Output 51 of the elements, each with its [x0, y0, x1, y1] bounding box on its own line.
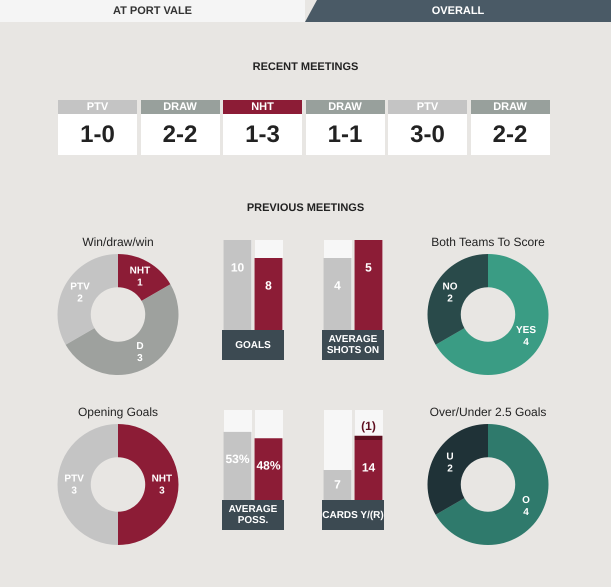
x-axis-title: AVERAGE SHOTS ON [322, 330, 384, 360]
text: 3-0 [410, 121, 445, 148]
data-label: 4 [523, 507, 530, 518]
data-label: 8 [265, 278, 272, 292]
x-axis-title: GOALS [222, 330, 284, 360]
data-label: 3 [159, 485, 166, 496]
text: 1-0 [80, 121, 115, 148]
slice-label: NO [442, 281, 458, 292]
text: 2-2 [162, 121, 198, 148]
slice-label: NHT [130, 265, 150, 276]
x-axis-title: CARDS Y/(R) [322, 500, 384, 530]
data-label: 1 [137, 277, 144, 288]
data-label: 2 [77, 293, 84, 304]
data-label: 2 [447, 463, 454, 474]
text: 1-1 [328, 121, 362, 148]
chart-title: Both Teams To Score [430, 235, 546, 249]
text: 2-2 [492, 121, 528, 148]
data-label: 4 [334, 278, 342, 292]
category-label: DRAW [470, 100, 550, 114]
slice-label: O [522, 495, 530, 506]
chart-title: Over/Under 2.5 Goals [428, 405, 548, 419]
text: OVERALL [305, 0, 611, 22]
data-label: 53% [225, 452, 250, 466]
x-axis-title: AVERAGE POSS. [222, 500, 284, 530]
category-label: DRAW [306, 100, 384, 114]
category-label: NHT [223, 100, 302, 114]
text: 1-3 [245, 121, 280, 148]
slice-label: U [446, 451, 454, 462]
data-label: (1) [361, 419, 376, 434]
category-label: PTV [388, 100, 467, 114]
data-label: 3 [71, 485, 78, 496]
chart-title: Opening Goals [76, 405, 160, 419]
slice-label: NHT [152, 473, 172, 484]
text: PREVIOUS MEETINGS [246, 202, 366, 214]
data-label: 7 [334, 477, 342, 492]
category-label: PTV [58, 100, 137, 114]
data-label: 4 [523, 337, 530, 348]
data-label: 48% [256, 458, 281, 473]
data-label: 3 [137, 353, 144, 364]
category-label: DRAW [140, 100, 220, 114]
chart-title: Win/draw/win [81, 235, 155, 249]
slice-label: D [136, 341, 144, 352]
slice-label: PTV [64, 473, 84, 484]
data-label: 10 [230, 260, 244, 274]
data-label: 2 [447, 293, 454, 304]
slice-label: PTV [70, 281, 90, 292]
data-label: 5 [365, 260, 372, 274]
slice-label: YES [516, 325, 536, 336]
text: AT PORT VALE [0, 0, 305, 22]
text: RECENT MEETINGS [252, 61, 360, 73]
data-label: 14 [362, 460, 376, 474]
